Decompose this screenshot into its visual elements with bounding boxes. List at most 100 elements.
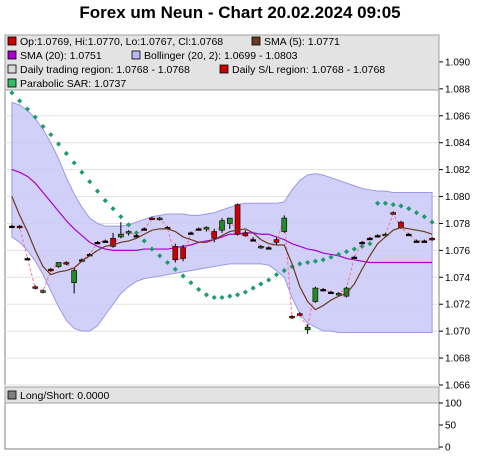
sar-point (40, 123, 46, 130)
candle-body (335, 293, 342, 296)
candle-body (374, 235, 381, 238)
y-tick-label: 1.076 (445, 246, 470, 257)
legend-swatch (7, 50, 17, 60)
legend-swatch (219, 64, 229, 74)
candle-body (234, 204, 241, 235)
candle-body (289, 316, 295, 319)
y-tick-label: 1.066 (445, 381, 470, 392)
candle-body (118, 233, 124, 238)
candle-body (172, 246, 179, 261)
candle-body (359, 242, 365, 245)
candle-body (265, 247, 272, 250)
sar-point (305, 259, 311, 266)
sub-y-tick-label: 50 (445, 421, 457, 432)
parabolic-sar (9, 90, 435, 301)
candle-body (242, 232, 249, 236)
candle-body (71, 270, 77, 283)
sar-point (164, 259, 171, 266)
sar-point (219, 294, 225, 301)
sar-point (235, 292, 241, 298)
candle-body (32, 286, 39, 289)
sar-point (94, 188, 101, 194)
sar-point (71, 160, 77, 166)
sar-point (281, 268, 287, 274)
candle-body (312, 287, 319, 302)
legend-label: Daily S/L region: 1.0768 - 1.0768 (232, 64, 385, 76)
legend-label: Op:1.0769, Hi:1.0770, Lo:1.0767, Cl:1.07… (20, 36, 223, 48)
candle-body (258, 246, 264, 249)
y-tick-label: 1.080 (445, 192, 470, 203)
legend-label: SMA (5): 1.0771 (264, 36, 340, 48)
candle-body (297, 313, 303, 316)
candle-body (390, 212, 397, 215)
sar-point (188, 280, 194, 286)
sar-point (180, 273, 186, 279)
legend-swatch (131, 50, 141, 60)
sar-point (273, 272, 280, 278)
sar-point (149, 246, 155, 252)
sar-point (87, 179, 93, 185)
candle-body (24, 258, 31, 261)
sar-point (297, 261, 303, 267)
candle-body (156, 217, 163, 220)
candle-body (273, 239, 280, 243)
legend-swatch (7, 78, 17, 88)
candle-body (110, 237, 116, 247)
sar-point (63, 150, 69, 157)
candles (9, 203, 435, 334)
sar-point (320, 257, 326, 263)
sar-point (413, 210, 420, 216)
sma20-polyline (11, 169, 433, 264)
sar-point (102, 198, 108, 204)
y-tick-label: 1.070 (445, 327, 470, 338)
sar-point (336, 251, 342, 257)
candle-body (343, 287, 350, 297)
candle-body (219, 220, 225, 231)
sar-point (367, 241, 373, 247)
y-tick-label: 1.068 (445, 354, 470, 365)
sar-point (227, 293, 233, 299)
candle-body (188, 232, 194, 235)
candle-body (226, 217, 233, 224)
legend: Op:1.0769, Hi:1.0770, Lo:1.0767, Cl:1.07… (7, 36, 385, 90)
legend-box (4, 34, 440, 91)
candle-body (429, 237, 435, 241)
candle-body (9, 225, 15, 229)
candle-body (351, 256, 358, 260)
sar-point (406, 206, 412, 212)
candle-body (367, 237, 373, 241)
sub-legend: Long/Short: 0.0000 (7, 390, 109, 402)
candle-body (203, 227, 210, 230)
legend-label: Daily trading region: 1.0768 - 1.0768 (20, 64, 190, 76)
sar-point (157, 253, 163, 259)
sar-point (312, 258, 318, 264)
legend-label: Bollinger (20, 2): 1.0699 - 1.0803 (144, 50, 298, 62)
sar-point (211, 294, 217, 301)
candle-body (16, 225, 23, 229)
candle-body (47, 268, 54, 272)
y-tick-label: 1.082 (445, 165, 470, 176)
sar-point (250, 285, 256, 291)
legend-swatch (7, 36, 17, 46)
sub-legend-label: Long/Short: 0.0000 (20, 390, 109, 402)
candle-body (413, 240, 420, 243)
sub-y-axis: 0 50 100 (439, 399, 462, 454)
legend-swatch (7, 64, 17, 74)
sub-y-tick-label: 100 (445, 399, 462, 410)
sar-point (32, 114, 38, 120)
candle-body (250, 239, 256, 242)
legend-swatch (251, 36, 261, 46)
y-tick-label: 1.072 (445, 300, 470, 311)
sar-point (118, 214, 124, 220)
candle-body (304, 326, 311, 331)
sar-point (242, 289, 248, 295)
sar-point (266, 277, 272, 283)
sar-point (258, 281, 264, 287)
bollinger-area (11, 101, 433, 333)
candle-body (94, 242, 101, 245)
sma5-polyline (11, 196, 433, 311)
chart-title: Forex um Neun - Chart 20.02.2024 09:05 (79, 3, 401, 22)
candle-body (55, 262, 62, 267)
bollinger-band (11, 101, 433, 333)
candle-body (63, 262, 70, 265)
